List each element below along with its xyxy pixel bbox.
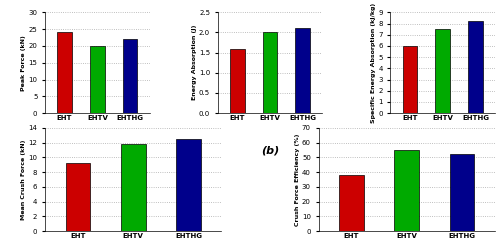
Bar — [436, 29, 450, 113]
Bar — [230, 49, 244, 113]
Bar — [121, 144, 146, 231]
Y-axis label: Energy Absorption (J): Energy Absorption (J) — [192, 25, 196, 100]
Text: (b): (b) — [261, 145, 279, 155]
Bar — [394, 150, 419, 231]
Bar — [296, 29, 310, 113]
Bar — [450, 154, 474, 231]
Bar — [66, 163, 90, 231]
Y-axis label: Specific Energy Absorption (kJ/kg): Specific Energy Absorption (kJ/kg) — [371, 3, 376, 123]
Bar — [122, 39, 138, 113]
Bar — [339, 175, 364, 231]
Bar — [176, 139, 201, 231]
Bar — [262, 32, 278, 113]
Text: (a): (a) — [88, 145, 106, 155]
Text: (c): (c) — [434, 145, 451, 155]
Bar — [468, 21, 482, 113]
Y-axis label: Crush Force Efficiency (%): Crush Force Efficiency (%) — [295, 133, 300, 226]
Bar — [402, 46, 417, 113]
Bar — [58, 32, 72, 113]
Bar — [90, 46, 104, 113]
Y-axis label: Peak Force (kN): Peak Force (kN) — [22, 35, 26, 91]
Y-axis label: Mean Crush Force (kN): Mean Crush Force (kN) — [22, 139, 26, 220]
